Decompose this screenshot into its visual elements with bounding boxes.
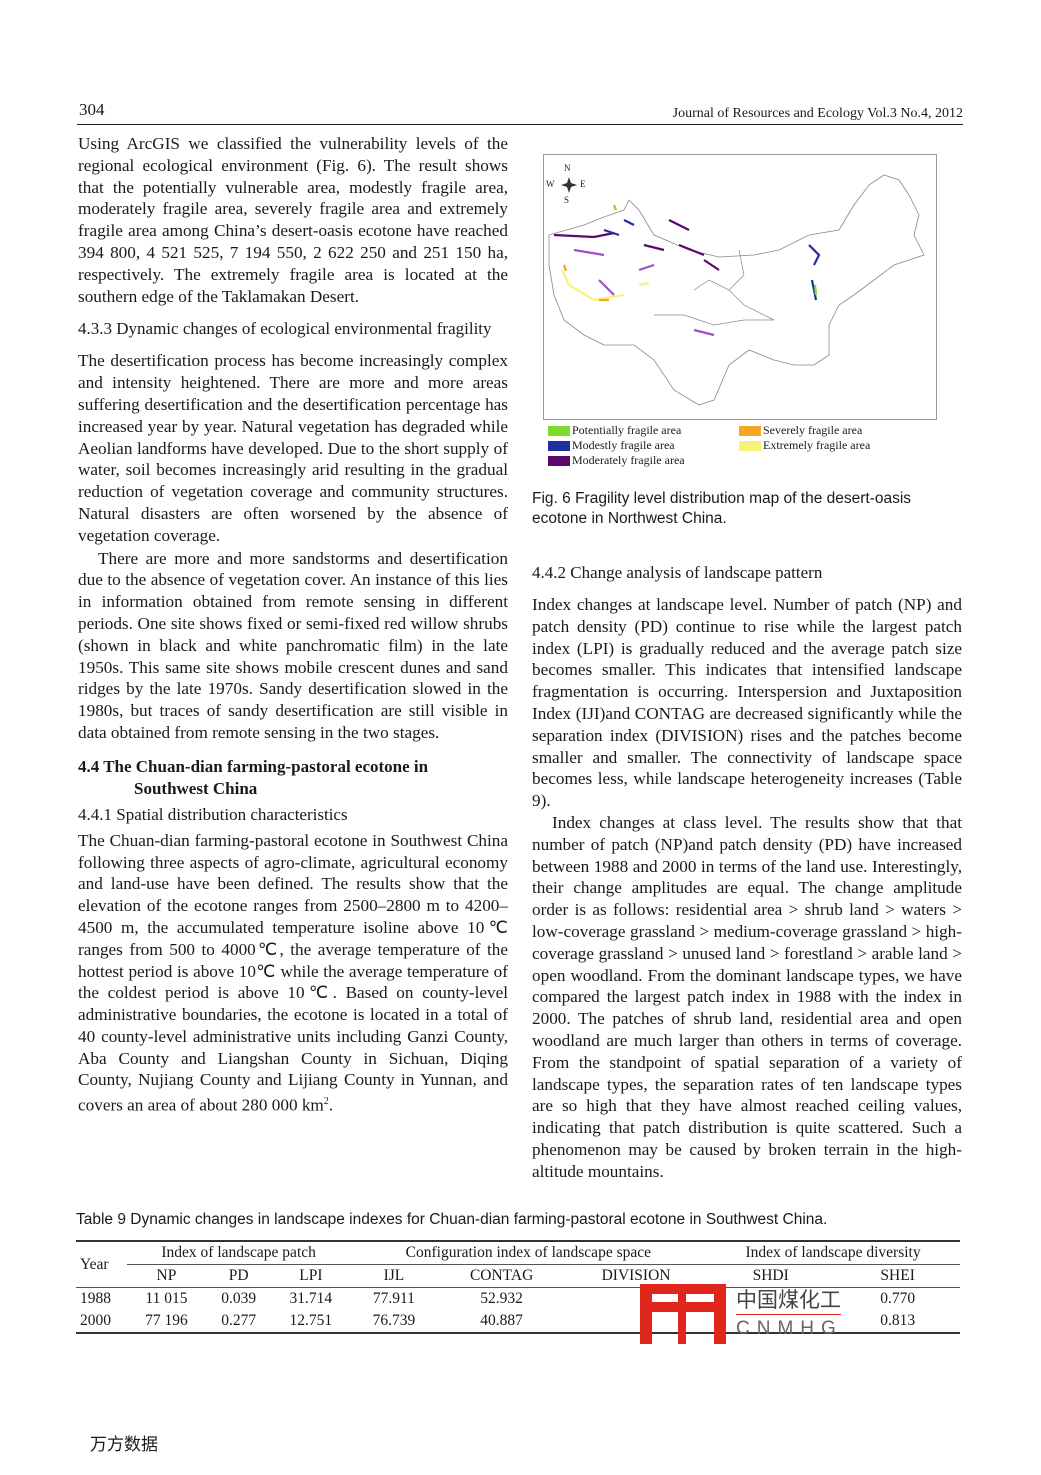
paragraph: The Chuan-dian farming-pastoral ecotone … xyxy=(78,830,508,1117)
legend-label: Extremely fragile area xyxy=(763,438,871,452)
period: . xyxy=(328,1096,334,1116)
region-outline xyxy=(548,174,925,406)
legend-swatch xyxy=(548,425,570,436)
page-number: 304 xyxy=(79,100,105,119)
legend-item: Moderately fragile area xyxy=(548,453,685,468)
cell: 31.714 xyxy=(289,1290,333,1307)
legend-swatch xyxy=(548,455,570,466)
column-header: CONTAG xyxy=(469,1267,534,1284)
cell: 0.277 xyxy=(221,1312,257,1329)
compass-n: N xyxy=(564,163,571,173)
map-legend: Potentially fragile area Modestly fragil… xyxy=(548,423,685,468)
column-header: IJL xyxy=(383,1267,405,1284)
section-heading-cont: Southwest China xyxy=(134,778,258,798)
legend-label: Potentially fragile area xyxy=(572,423,682,437)
table-row: 2000 77 196 0.277 12.751 76.739 40.887 0… xyxy=(76,1310,960,1333)
legend-label: Modestly fragile area xyxy=(572,438,675,452)
footer-watermark: 万方数据 xyxy=(90,1435,158,1454)
paragraph: There are more and more sandstorms and d… xyxy=(78,548,508,742)
compass-e: E xyxy=(580,179,586,189)
cell: 0.770 xyxy=(880,1290,916,1307)
legend-swatch xyxy=(739,425,761,436)
legend-item: Potentially fragile area xyxy=(548,423,685,438)
compass-icon xyxy=(561,177,577,193)
column-header: PD xyxy=(228,1267,249,1284)
table-row: 1988 11 015 0.039 31.714 77.911 52.932 0… xyxy=(76,1288,960,1311)
fragility-map: N S W E xyxy=(543,154,937,420)
cell: 2000 xyxy=(80,1312,111,1329)
column-header: LPI xyxy=(299,1267,323,1284)
group-header: Index of landscape diversity xyxy=(706,1241,960,1265)
map-graphic xyxy=(548,174,925,406)
paragraph: Using ArcGIS we classified the vulnerabi… xyxy=(78,134,508,306)
logo-en-text: CNMHG xyxy=(736,1318,843,1339)
legend-swatch xyxy=(548,440,570,451)
paragraph-text: The Chuan-dian farming-pastoral ecotone … xyxy=(78,830,508,1116)
section-heading: 4.4 The Chuan-dian farming-pastoral ecot… xyxy=(78,756,429,776)
cell: 77 196 xyxy=(145,1312,188,1329)
subsection-heading: 4.4.1 Spatial distribution characteristi… xyxy=(78,804,348,824)
paragraph: The desertification process has become i… xyxy=(78,351,508,545)
landscape-index-table: Year Index of landscape patch Configurat… xyxy=(76,1240,960,1334)
column-header: SHEI xyxy=(880,1267,915,1284)
legend-swatch xyxy=(739,440,761,451)
paragraph: Index changes at class level. The result… xyxy=(532,812,962,1181)
cell: 0.813 xyxy=(880,1312,916,1329)
table-subheader-row: NP PD LPI IJL CONTAG DIVISION SHDI SHEI xyxy=(76,1265,960,1288)
cell: 77.911 xyxy=(372,1290,415,1307)
figure-caption: Fig. 6 Fragility level distribution map … xyxy=(532,490,912,527)
right-column: 4.4.2 Change analysis of landscape patte… xyxy=(532,562,962,1183)
fragile-patches xyxy=(553,204,821,337)
column-header: SHDI xyxy=(752,1267,789,1284)
legend-item: Modestly fragile area xyxy=(548,438,685,453)
cell: 40.887 xyxy=(480,1312,523,1329)
section-heading: 4.3.3 Dynamic changes of ecological envi… xyxy=(78,319,492,339)
logo-cn-text: 中国煤化工 xyxy=(736,1284,841,1315)
table-header-row: Year Index of landscape patch Configurat… xyxy=(76,1241,960,1273)
cell: 52.932 xyxy=(480,1290,523,1307)
map-legend-2: Severely fragile area Extremely fragile … xyxy=(739,423,870,453)
cell: 1988 xyxy=(80,1290,111,1307)
compass-w: W xyxy=(546,179,555,189)
column-header: DIVISION xyxy=(601,1267,671,1284)
cell: 76.739 xyxy=(372,1312,416,1329)
legend-label: Severely fragile area xyxy=(763,423,863,437)
superscript: 2 xyxy=(323,1096,329,1108)
paragraph: Index changes at landscape level. Number… xyxy=(532,595,962,811)
cell: 11 015 xyxy=(145,1290,188,1307)
group-header: Configuration index of landscape space xyxy=(350,1241,707,1265)
watermark-logo: 中国煤化工 CNMHG xyxy=(640,1284,845,1344)
compass-s: S xyxy=(564,195,570,205)
header-rule xyxy=(77,124,963,125)
left-column: Using ArcGIS we classified the vulnerabi… xyxy=(78,133,508,1117)
year-header: Year xyxy=(80,1255,109,1273)
cell: 12.751 xyxy=(289,1312,333,1329)
table-caption: Table 9 Dynamic changes in landscape ind… xyxy=(76,1211,828,1228)
subsection-heading: 4.4.2 Change analysis of landscape patte… xyxy=(532,563,823,582)
column-header: NP xyxy=(156,1267,177,1284)
journal-header: Journal of Resources and Ecology Vol.3 N… xyxy=(672,106,963,121)
group-header: Index of landscape patch xyxy=(126,1241,351,1265)
legend-label: Moderately fragile area xyxy=(572,453,685,467)
legend-item: Severely fragile area xyxy=(739,423,870,438)
cell: 0.039 xyxy=(221,1290,257,1307)
legend-item: Extremely fragile area xyxy=(739,438,870,453)
logo-mark-icon xyxy=(640,1284,726,1344)
